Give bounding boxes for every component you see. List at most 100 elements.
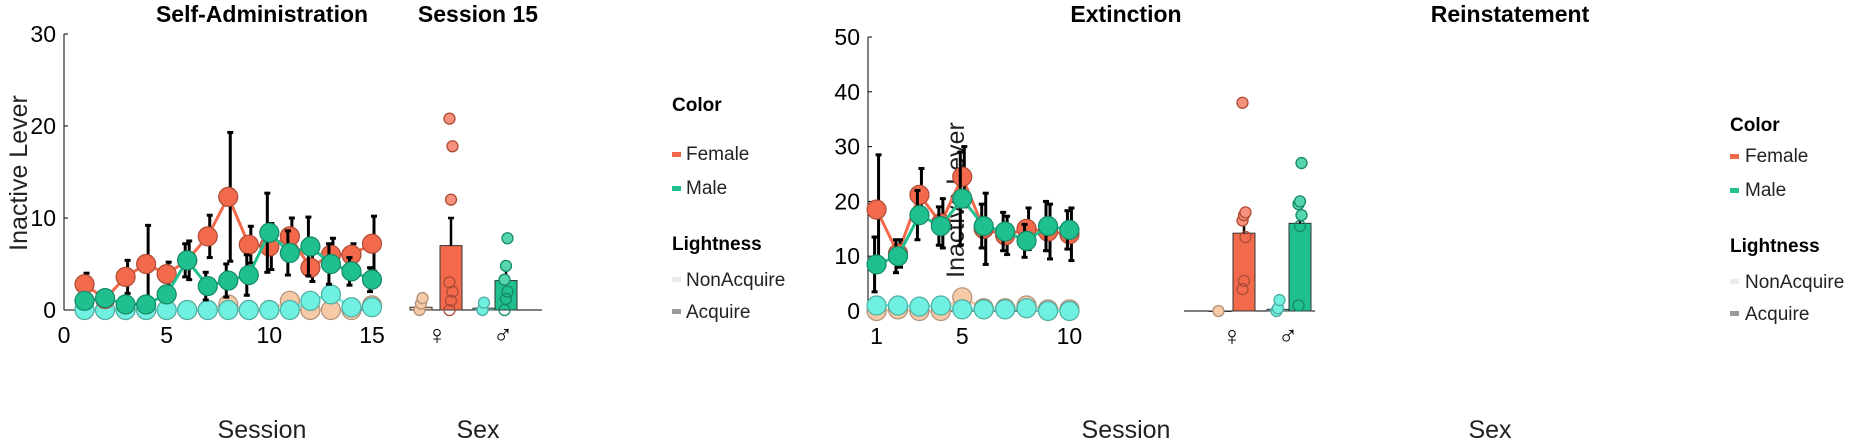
y-tick-label: 0 xyxy=(847,298,860,324)
data-point xyxy=(320,284,342,305)
x-tick-label: ♀ xyxy=(427,320,447,350)
data-point xyxy=(259,222,280,243)
x-tick-label: 10 xyxy=(1057,323,1083,349)
bar-group-female-nonacquire xyxy=(409,291,433,317)
bar xyxy=(1288,222,1312,312)
legend-swatch-female xyxy=(1730,154,1739,159)
legend-swatch-male xyxy=(1730,188,1739,193)
data-point xyxy=(94,287,116,309)
data-point xyxy=(136,294,157,315)
bar-group-female-acquire xyxy=(1232,96,1256,312)
data-point xyxy=(74,290,95,311)
data-point xyxy=(1292,299,1305,312)
data-point xyxy=(1059,300,1080,322)
series-line xyxy=(876,303,1070,313)
series-line xyxy=(876,196,1070,266)
x-tick-label: 10 xyxy=(257,322,283,348)
x-tick-label: ♀ xyxy=(1222,321,1242,351)
data-point xyxy=(444,294,458,307)
legend-lightness-title: Lightness xyxy=(672,234,762,255)
data-point xyxy=(115,294,136,315)
x-tick-label: 15 xyxy=(359,322,385,348)
data-point xyxy=(930,215,951,237)
y-tick-label: 20 xyxy=(834,188,860,214)
data-point xyxy=(218,270,239,291)
series-line xyxy=(876,295,1070,313)
data-point xyxy=(952,299,973,320)
data-point xyxy=(1295,156,1308,170)
data-point xyxy=(361,269,383,290)
data-point xyxy=(218,299,239,321)
y-tick-label: 30 xyxy=(30,21,56,47)
data-point xyxy=(238,299,259,321)
bar-group-male-nonacquire xyxy=(1266,293,1290,318)
data-point xyxy=(909,205,930,226)
data-point xyxy=(1236,96,1249,109)
data-point xyxy=(1239,206,1252,219)
bar-group-male-acquire xyxy=(1288,156,1312,312)
data-point xyxy=(952,188,973,209)
legend-item-female: Female xyxy=(686,144,749,165)
legend-lightness-title: Lightness xyxy=(1730,236,1820,257)
x-tick-label: 5 xyxy=(956,323,969,349)
data-point xyxy=(887,295,909,316)
session-15-panel: Session 15 Sex ♀ ♂ xyxy=(409,1,542,444)
series-male-nonacquire xyxy=(866,295,1080,322)
data-point xyxy=(300,236,321,257)
legend-swatch-nonacquire xyxy=(1730,279,1739,284)
panel-title: Extinction xyxy=(1070,1,1181,27)
y-tick-label: 10 xyxy=(834,243,860,269)
legend-swatch-acquire xyxy=(1730,311,1739,316)
data-point xyxy=(443,276,456,289)
x-tick-label: 1 xyxy=(870,323,883,349)
x-axis-label: Session xyxy=(218,416,307,444)
data-point xyxy=(930,295,951,316)
data-point xyxy=(909,184,930,205)
legend-right: Color Female Male Lightness NonAcquire A… xyxy=(1730,115,1844,325)
y-tick-label: 10 xyxy=(30,205,56,231)
data-point xyxy=(444,193,458,206)
plot-area: 0 10 20 30 40 50 1 5 10 xyxy=(834,24,1082,349)
legend-item-nonacquire: NonAcquire xyxy=(1745,272,1844,293)
y-tick-label: 20 xyxy=(30,113,56,139)
legend-swatch-nonacquire xyxy=(672,277,681,282)
series-line xyxy=(875,172,1070,258)
data-point xyxy=(477,296,491,309)
panel-title: Self-Administration xyxy=(156,1,368,27)
x-axis-label: Sex xyxy=(1468,416,1512,444)
legend-swatch-acquire xyxy=(672,309,681,314)
x-tick-label: 5 xyxy=(160,322,173,348)
data-point xyxy=(320,253,342,275)
data-point xyxy=(300,290,321,311)
data-point xyxy=(259,299,280,321)
plot-area: 0 10 20 30 0 5 10 15 xyxy=(30,21,384,348)
data-point xyxy=(499,292,513,306)
legend-swatch-male xyxy=(672,186,681,191)
data-point xyxy=(866,254,887,275)
data-point xyxy=(995,299,1016,320)
legend-swatch-female xyxy=(672,152,681,157)
bar xyxy=(1232,232,1256,312)
data-point xyxy=(279,242,300,264)
data-point xyxy=(279,299,300,321)
legend-item-nonacquire: NonAcquire xyxy=(686,270,785,291)
y-tick-label: 0 xyxy=(43,297,56,323)
data-point xyxy=(197,275,218,297)
data-point xyxy=(952,166,973,187)
bar-group-female-acquire xyxy=(439,112,463,317)
data-point xyxy=(1295,208,1308,222)
data-point xyxy=(1016,230,1037,251)
data-point xyxy=(341,297,362,318)
legend-left: Color Female Male Lightness NonAcquire A… xyxy=(672,95,785,323)
y-tick-label: 40 xyxy=(834,79,860,105)
plot-area: ♀ ♂ xyxy=(1184,96,1315,351)
x-tick-label: ♂ xyxy=(1278,321,1298,351)
data-point xyxy=(238,264,259,286)
data-point xyxy=(446,140,459,153)
data-point xyxy=(973,215,994,237)
data-point xyxy=(197,299,218,321)
data-point xyxy=(887,246,909,267)
data-point xyxy=(300,257,321,278)
data-point xyxy=(361,297,383,318)
